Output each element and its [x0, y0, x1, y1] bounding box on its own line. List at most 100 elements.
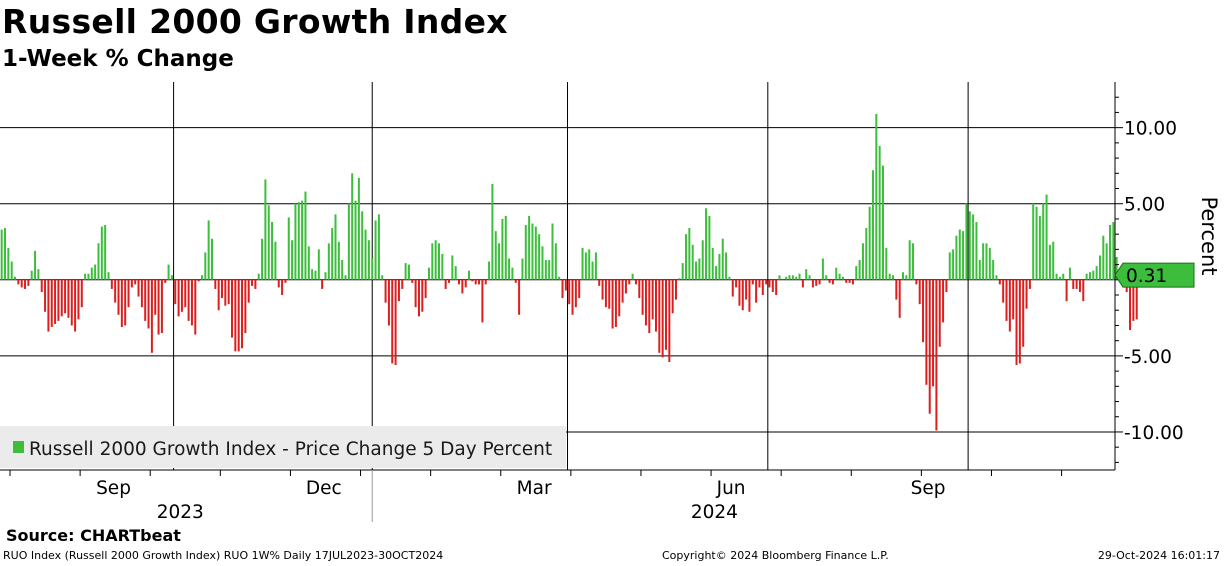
- bar: [738, 279, 741, 306]
- bar: [361, 211, 364, 280]
- bar: [594, 252, 597, 280]
- source-note: Source: CHARTbeat: [6, 526, 181, 545]
- bar: [544, 260, 547, 280]
- bar: [935, 279, 938, 431]
- bar: [788, 275, 791, 280]
- bar: [481, 279, 484, 323]
- bar: [287, 217, 290, 280]
- bar: [685, 234, 688, 280]
- bar: [137, 279, 140, 297]
- bar: [654, 279, 657, 332]
- bar: [518, 279, 521, 315]
- bar: [1085, 273, 1088, 280]
- bar: [965, 203, 968, 280]
- bar: [858, 260, 861, 280]
- bar: [1005, 279, 1008, 321]
- legend-box: [0, 426, 566, 468]
- bar: [801, 279, 804, 288]
- bar: [347, 203, 350, 280]
- bar: [321, 279, 324, 289]
- bar: [324, 272, 327, 280]
- bar: [381, 275, 384, 280]
- bar: [284, 279, 287, 283]
- bar: [167, 264, 170, 280]
- bar: [47, 279, 50, 332]
- bar: [251, 279, 254, 286]
- bar: [34, 250, 37, 280]
- bar: [564, 279, 567, 291]
- bar: [758, 279, 761, 288]
- bar: [875, 113, 878, 280]
- chart-canvas: 10.00 5.00 -5.00 -10.00 Percent Sep Dec Mar Jun S…: [0, 82, 1221, 522]
- bar: [1129, 279, 1132, 331]
- bar: [74, 279, 77, 332]
- bar: [1102, 235, 1105, 280]
- bar: [234, 279, 237, 352]
- bar: [1092, 270, 1095, 280]
- bar: [634, 279, 637, 285]
- bar: [888, 273, 891, 280]
- bar: [1115, 256, 1118, 280]
- bar: [264, 179, 267, 280]
- bar: [644, 279, 647, 326]
- bar: [614, 279, 617, 327]
- bar: [1072, 279, 1075, 289]
- bar: [488, 261, 491, 280]
- bar: [331, 228, 334, 280]
- axes: 10.00 5.00 -5.00 -10.00 Percent Sep Dec Mar Jun S…: [0, 82, 1221, 522]
- bar: [30, 270, 33, 280]
- bar: [922, 279, 925, 343]
- bar: [798, 273, 801, 280]
- bar: [124, 279, 127, 326]
- bar: [397, 279, 400, 302]
- bar: [831, 279, 834, 285]
- bar: [898, 279, 901, 318]
- bar: [851, 279, 854, 285]
- bar: [90, 267, 93, 280]
- bar: [841, 276, 844, 280]
- bar: [1052, 241, 1055, 280]
- bar: [771, 279, 774, 292]
- bar: [765, 279, 768, 285]
- bar: [675, 279, 678, 300]
- bar: [598, 279, 601, 286]
- bar: [1008, 279, 1011, 332]
- bar: [1108, 225, 1111, 280]
- bar: [708, 215, 711, 280]
- bar: [424, 279, 427, 299]
- bar: [985, 243, 988, 280]
- bar: [341, 260, 344, 280]
- bar: [561, 279, 564, 299]
- bar: [868, 206, 871, 280]
- bar: [357, 177, 360, 280]
- bar: [114, 279, 117, 303]
- bar: [354, 200, 357, 280]
- bar: [578, 279, 581, 299]
- bar: [778, 275, 781, 280]
- bar: [267, 205, 270, 280]
- bar: [768, 279, 771, 288]
- bar: [454, 266, 457, 280]
- chart-title: Russell 2000 Growth Index: [2, 2, 508, 41]
- footer-timestamp: 29-Oct-2024 16:01:17: [1097, 549, 1220, 562]
- bar: [14, 276, 17, 280]
- bar: [658, 279, 661, 353]
- bar: [437, 243, 440, 280]
- bar: [741, 279, 744, 311]
- bar: [190, 279, 193, 326]
- bar: [611, 279, 614, 329]
- bar: [691, 244, 694, 280]
- bar: [491, 183, 494, 280]
- bar: [775, 279, 778, 296]
- bar: [811, 279, 814, 288]
- bar: [1132, 279, 1135, 321]
- bar: [237, 279, 240, 352]
- bar: [200, 275, 203, 280]
- bar: [892, 275, 895, 280]
- bar: [548, 260, 551, 280]
- bar: [117, 279, 120, 315]
- bar: [210, 238, 213, 280]
- bar: [1135, 279, 1138, 320]
- bar: [668, 279, 671, 362]
- bar: [391, 279, 394, 364]
